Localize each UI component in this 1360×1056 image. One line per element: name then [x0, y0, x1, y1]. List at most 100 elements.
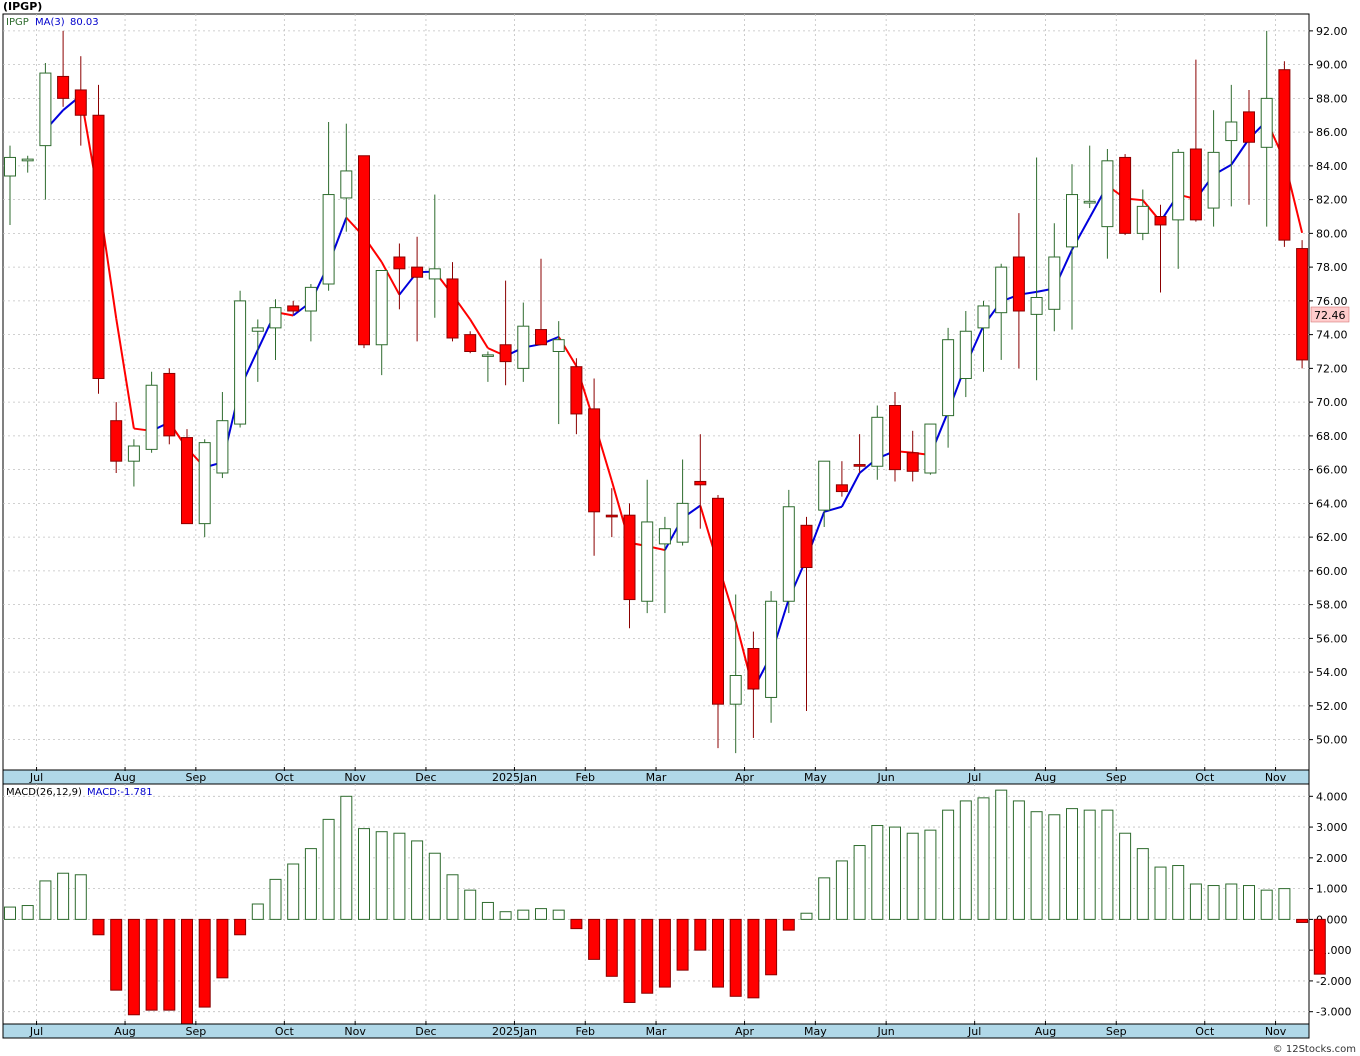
candle-body-up [1225, 121, 1238, 142]
candle-body-down [694, 480, 707, 486]
candle-body-down [623, 514, 636, 601]
price-x-axis: Jul Aug Sep Oct Nov Dec 2025Jan Feb Mar Apr May Jun… [29, 767, 1287, 784]
candle [588, 378, 601, 556]
candle-body-down [74, 89, 87, 116]
macd-bar-negative [127, 918, 140, 1016]
candle-body-down [853, 464, 866, 467]
candle [1119, 154, 1132, 236]
candle [304, 284, 317, 342]
macd-bar-positive [1260, 889, 1273, 920]
candle [375, 270, 388, 376]
candle [1048, 223, 1061, 332]
macd-tick-label: 2.000 [1316, 852, 1348, 865]
candle-body-up [39, 72, 52, 147]
macd-tick-label: 4.000 [1316, 790, 1348, 803]
macd-x-month-label: Feb [576, 1025, 595, 1038]
macd-bar-negative [588, 918, 601, 960]
price-tick-label: 60.00 [1316, 565, 1348, 578]
candle [694, 434, 707, 529]
candle [4, 145, 16, 225]
macd-bar-positive [287, 863, 300, 920]
candle-body-up [481, 354, 494, 357]
candle-body-up [1172, 151, 1185, 221]
price-tick-label: 92.00 [1316, 25, 1348, 38]
macd-bar-positive [340, 795, 353, 920]
macd-bar-positive [853, 845, 866, 920]
macd-bar-positive [871, 825, 884, 920]
price-x-month-label: Mar [646, 771, 667, 784]
macd-bar-negative [163, 918, 176, 1011]
macd-bar-negative [641, 918, 654, 994]
macd-tick-label: 1.000 [1316, 883, 1348, 896]
candle-body-up [375, 270, 388, 346]
macd-tick-label: -3.000 [1316, 1006, 1351, 1019]
macd-bar-positive [517, 909, 530, 920]
price-x-month-label: Sep [185, 771, 206, 784]
candle-body-down [712, 497, 724, 705]
macd-x-month-label: Aug [114, 1025, 135, 1038]
macd-bar-negative [92, 918, 105, 936]
macd-bar-positive [251, 903, 264, 920]
candle [269, 299, 282, 360]
macd-legend-value: MACD:-1.781 [87, 787, 153, 798]
macd-bar-negative [623, 918, 636, 1003]
price-tick-label: 74.00 [1316, 329, 1348, 342]
macd-bar-positive [1172, 865, 1185, 920]
price-tick-label: 88.00 [1316, 92, 1348, 105]
candle [1243, 89, 1255, 205]
macd-bar-positive [269, 878, 282, 920]
price-x-month-label: Jun [877, 771, 895, 784]
macd-bar-positive [1083, 809, 1096, 920]
candle [552, 321, 565, 425]
candle [605, 488, 618, 538]
price-tick-label: 68.00 [1316, 430, 1348, 443]
candle [871, 405, 884, 480]
macd-bar-positive [977, 797, 990, 920]
price-panel [2, 13, 1310, 771]
ma-segment [380, 261, 401, 296]
candle-body-down [499, 344, 512, 363]
candle-body-down [570, 366, 583, 415]
candle [340, 123, 353, 232]
candle-body-down [588, 408, 601, 513]
macd-bar-negative [216, 918, 229, 979]
candle-body-up [995, 266, 1008, 314]
candle [411, 236, 424, 342]
last-price-label: 72.46 [1314, 309, 1346, 322]
macd-x-month-label: Jul [29, 1025, 43, 1038]
price-x-month-label: May [804, 771, 827, 784]
ma-segment [115, 318, 135, 429]
candle-body-up [127, 445, 140, 462]
candle [924, 423, 937, 475]
macd-bar-positive [304, 848, 317, 920]
macd-bar-positive [818, 877, 831, 920]
price-tick-label: 54.00 [1316, 666, 1348, 679]
candle [835, 461, 848, 497]
candle [127, 439, 140, 487]
candle [198, 439, 211, 538]
candle-body-up [641, 521, 654, 602]
macd-x-month-label: Jun [877, 1025, 895, 1038]
candle [1154, 204, 1167, 293]
chart-symbol-title: (IPGP) [3, 0, 42, 13]
candle-body-down [800, 524, 813, 568]
candle [535, 258, 547, 346]
macd-x-month-label: Sep [1106, 1025, 1127, 1038]
candle [747, 631, 760, 738]
price-x-month-label: Nov [1265, 771, 1287, 784]
macd-bar-positive [411, 840, 424, 920]
candle-body-up [145, 384, 158, 450]
macd-bar-positive [1207, 885, 1220, 920]
macd-x-month-label: Aug [1035, 1025, 1056, 1038]
candle-body-down [1189, 148, 1202, 221]
macd-bar-positive [835, 860, 848, 920]
candle [287, 300, 300, 315]
ma-segment [841, 472, 861, 508]
candle-body-up [1260, 97, 1273, 148]
macd-bar-positive [959, 800, 972, 920]
candle [906, 430, 919, 482]
candle-body-up [942, 339, 955, 417]
price-x-month-label: Oct [1195, 771, 1215, 784]
candle [800, 516, 813, 711]
candle [1101, 149, 1114, 259]
